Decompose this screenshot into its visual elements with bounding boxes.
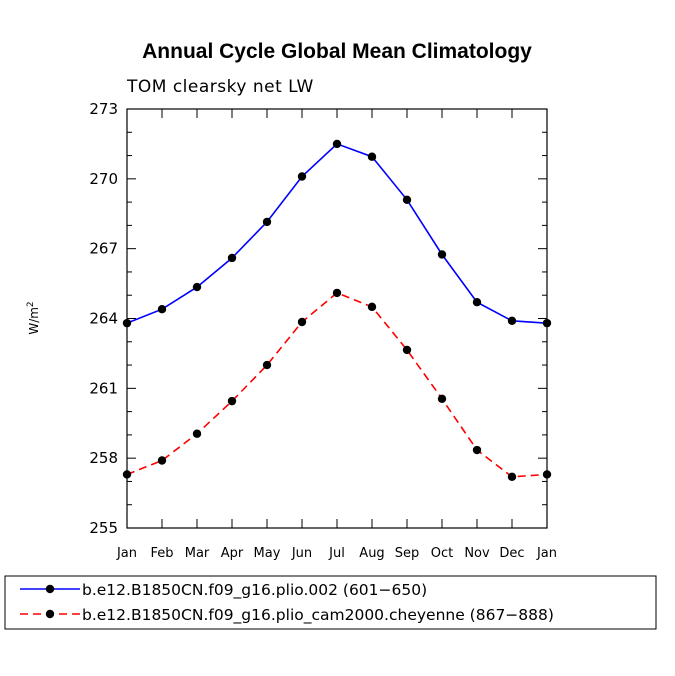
data-point xyxy=(332,139,342,149)
data-point xyxy=(122,318,132,328)
legend-label: b.e12.B1850CN.f09_g16.plio.002 (601−650) xyxy=(82,581,427,600)
data-point xyxy=(367,152,377,161)
x-tick-label: Jul xyxy=(328,546,345,561)
x-tick-label: Jan xyxy=(536,546,557,561)
x-tick-label: Mar xyxy=(185,546,210,561)
legend-item-2: b.e12.B1850CN.f09_g16.plio_cam2000.cheye… xyxy=(20,606,554,625)
y-axis-label: W/m2 xyxy=(26,301,41,334)
data-point xyxy=(507,472,517,481)
data-point xyxy=(402,195,412,204)
x-tick-label: Feb xyxy=(150,546,173,561)
x-tick-label: Apr xyxy=(221,546,244,561)
y-tick-label: 258 xyxy=(89,449,118,467)
y-tick-label: 267 xyxy=(89,240,118,258)
data-point xyxy=(262,360,272,370)
x-tick-label: Sep xyxy=(395,546,420,561)
data-point xyxy=(227,396,237,406)
series-layer xyxy=(122,139,552,481)
data-point xyxy=(472,445,482,455)
data-point xyxy=(297,172,307,181)
y-axis-label-base: W/m xyxy=(27,307,41,335)
legend-box xyxy=(4,575,657,630)
legend-label: b.e12.B1850CN.f09_g16.plio_cam2000.cheye… xyxy=(82,606,554,625)
data-point xyxy=(542,318,552,328)
data-point xyxy=(332,288,342,298)
legend-marker xyxy=(45,584,55,594)
data-point xyxy=(402,345,412,355)
series-line xyxy=(126,291,548,478)
legend-item-1: b.e12.B1850CN.f09_g16.plio.002 (601−650) xyxy=(20,581,427,600)
data-point xyxy=(437,250,447,259)
data-point xyxy=(472,298,482,307)
series-2 xyxy=(122,288,552,481)
data-point xyxy=(122,470,132,479)
data-point xyxy=(192,282,202,292)
chart-subtitle: TOM clearsky net LW xyxy=(126,77,314,97)
data-point xyxy=(297,317,307,327)
series-1 xyxy=(122,139,552,328)
y-axis-label-exponent: 2 xyxy=(26,301,36,307)
x-tick-label: May xyxy=(254,546,281,561)
data-point xyxy=(157,456,167,465)
legend: b.e12.B1850CN.f09_g16.plio.002 (601−650)… xyxy=(4,575,657,630)
axes: 255 258 261 264 267 270 273 Jan Feb Mar Apr May Jun J… xyxy=(89,100,557,561)
plot-frame xyxy=(126,108,548,529)
data-point xyxy=(542,470,552,479)
svg-text:W/m2: W/m2 xyxy=(26,301,41,334)
y-tick-label: 270 xyxy=(89,170,118,188)
legend-marker xyxy=(45,609,55,619)
x-tick-label: Nov xyxy=(464,546,490,561)
y-tick-label: 255 xyxy=(89,519,118,537)
x-tick-label: Oct xyxy=(431,546,453,561)
chart-title: Annual Cycle Global Mean Climatology xyxy=(142,40,532,63)
y-tick-label: 261 xyxy=(89,379,118,397)
data-point xyxy=(262,217,272,227)
data-point xyxy=(227,253,237,263)
x-tick-label: Jan xyxy=(116,546,137,561)
x-tick-label: Jun xyxy=(291,546,312,561)
data-point xyxy=(157,304,167,314)
y-tick-label: 264 xyxy=(89,310,118,328)
data-point xyxy=(437,394,447,404)
data-point xyxy=(507,316,517,326)
x-tick-label: Dec xyxy=(499,546,524,561)
data-point xyxy=(367,302,377,312)
y-tick-label: 273 xyxy=(89,100,118,118)
data-point xyxy=(192,429,202,438)
x-tick-label: Aug xyxy=(359,546,384,561)
